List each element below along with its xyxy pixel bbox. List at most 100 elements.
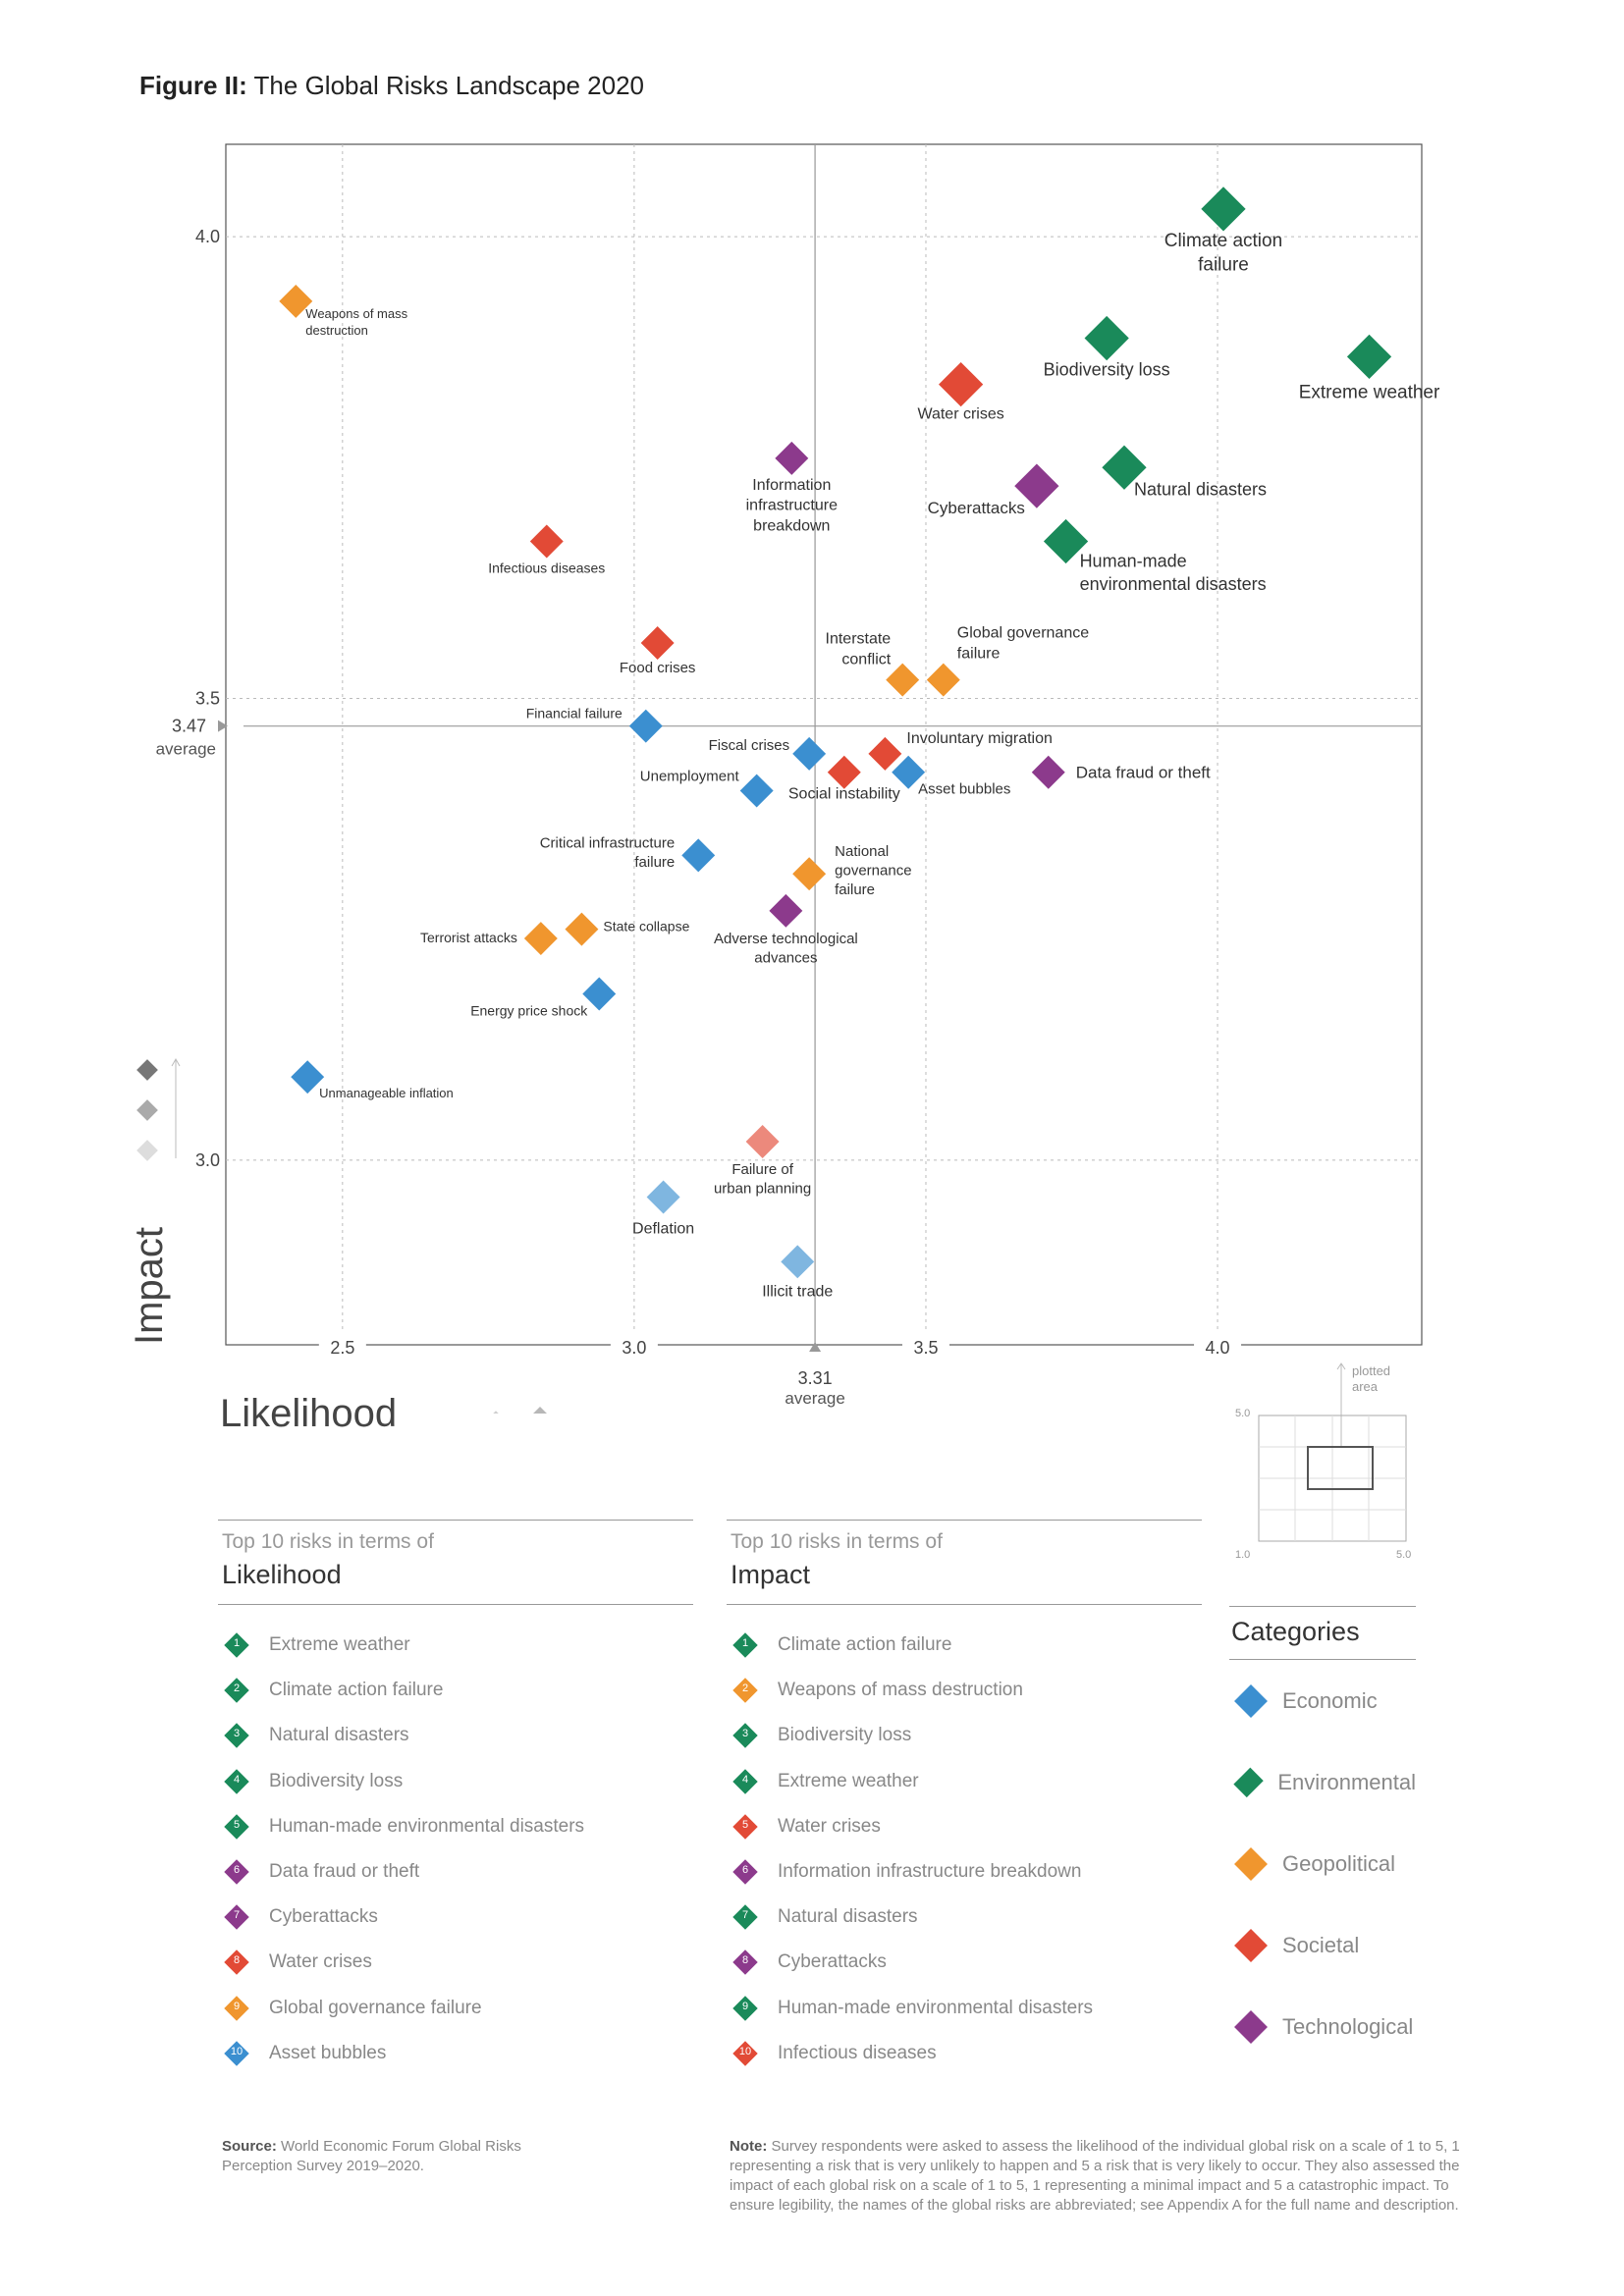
rank-badge: 9 xyxy=(226,1998,247,2019)
risk-label: Human-made environmental disasters xyxy=(778,1997,1094,2018)
point-label-failure-of-urban-planning: Failure of xyxy=(731,1161,793,1178)
plotted-area-bottom-value: 1.0 xyxy=(1235,1549,1250,1561)
list-item: 3 Biodiversity loss xyxy=(727,1713,1202,1758)
point-unmanageable-inflation xyxy=(291,1060,325,1095)
y-tick-label: 4.0 xyxy=(195,227,220,246)
rank-number: 8 xyxy=(741,1954,749,1967)
point-label-critical-infrastructure-failure: failure xyxy=(634,854,675,871)
top-impact-subtitle: Top 10 risks in terms of xyxy=(731,1530,943,1553)
risk-scatter-chart: 2.5 3.0 3.5 4.03.03.54.0 3.31average3.47ave… xyxy=(136,143,1440,1414)
point-social-instability xyxy=(827,755,861,789)
grid-layer xyxy=(225,143,1423,1346)
impact-size-indicator xyxy=(136,1099,158,1121)
rank-badge: 10 xyxy=(734,2043,756,2064)
y-axis-title: Impact xyxy=(128,1226,171,1345)
risk-label: Weapons of mass destruction xyxy=(778,1680,1023,1701)
rank-badge: 3 xyxy=(734,1725,756,1746)
category-legend: Categories Economic Environmental Geopolit… xyxy=(1229,1606,1416,2067)
top-impact-list: Top 10 risks in terms of Impact 1 Climate… xyxy=(727,1520,1202,2076)
point-energy-price-shock xyxy=(582,977,617,1011)
risk-label: Climate action failure xyxy=(269,1680,444,1701)
rank-number: 2 xyxy=(233,1682,241,1695)
point-critical-infrastructure-failure xyxy=(681,838,716,873)
plotted-area-arrowhead xyxy=(1336,1362,1346,1370)
point-label-involuntary-migration: Involuntary migration xyxy=(906,730,1053,747)
risk-label: Asset bubbles xyxy=(269,2042,387,2063)
rank-badge: 2 xyxy=(226,1680,247,1701)
y-average-label: average xyxy=(156,740,216,759)
point-label-unmanageable-inflation: Unmanageable inflation xyxy=(319,1086,454,1100)
x-tick-label: 3.5 xyxy=(913,1338,938,1358)
legend-item-environmental: Environmental xyxy=(1229,1741,1416,1823)
list-item: 9 Human-made environmental disasters xyxy=(727,1986,1202,2031)
point-label-food-crises: Food crises xyxy=(620,660,696,676)
x-tick-label: 4.0 xyxy=(1206,1338,1230,1358)
list-item: 6 Information infrastructure breakdown xyxy=(727,1849,1202,1895)
point-label-interstate-conflict: conflict xyxy=(841,651,891,667)
top-likelihood-subtitle: Top 10 risks in terms of xyxy=(222,1530,434,1553)
risk-label: Water crises xyxy=(778,1815,881,1837)
list-item: 5 Water crises xyxy=(727,1804,1202,1849)
point-label-terrorist-attacks: Terrorist attacks xyxy=(420,930,517,945)
point-human-made-environmental-disasters xyxy=(1043,518,1089,564)
legend-label: Technological xyxy=(1282,2013,1414,2039)
point-label-adverse-technological-advances: Adverse technological xyxy=(714,931,858,947)
point-label-asset-bubbles: Asset bubbles xyxy=(918,781,1010,798)
legend-item-economic: Economic xyxy=(1229,1660,1416,1741)
rank-number: 8 xyxy=(233,1954,241,1967)
rank-number: 5 xyxy=(741,1818,749,1831)
plotted-area-label-2: area xyxy=(1352,1379,1379,1394)
point-extreme-weather xyxy=(1346,334,1392,380)
rank-number: 3 xyxy=(741,1728,749,1740)
rank-badge: 9 xyxy=(734,1998,756,2019)
rank-number: 4 xyxy=(741,1773,749,1786)
rank-badge: 6 xyxy=(226,1861,247,1883)
list-item: 2 Weapons of mass destruction xyxy=(727,1668,1202,1713)
list-item: 1 Extreme weather xyxy=(218,1623,693,1668)
point-label-global-governance-failure: failure xyxy=(957,645,1001,662)
rank-number: 2 xyxy=(741,1682,749,1695)
risk-label: Biodiversity loss xyxy=(778,1725,912,1746)
data-points: Climate action failure Extreme weather Biod… xyxy=(279,187,1440,1300)
rank-badge: 7 xyxy=(734,1906,756,1928)
figure-number: Figure II: xyxy=(139,71,247,100)
x-tick-label: 3.0 xyxy=(622,1338,646,1358)
list-item: 8 Water crises xyxy=(218,1940,693,1985)
tick-layer: 2.5 3.0 3.5 4.0 3.0 3.5 4.0 xyxy=(195,227,1242,1359)
top-impact-header: Top 10 risks in terms of Impact xyxy=(727,1520,1202,1605)
legend-swatch xyxy=(1233,1767,1265,1797)
category-legend-title: Categories xyxy=(1229,1606,1416,1660)
rank-badge: 10 xyxy=(226,2043,247,2064)
point-label-cyberattacks: Cyberattacks xyxy=(928,499,1025,517)
legend-item-technological: Technological xyxy=(1229,1986,1416,2067)
source-text: World Economic Forum Global Risks Percep… xyxy=(222,2138,521,2174)
legend-label: Economic xyxy=(1282,1687,1378,1713)
point-label-climate-action-failure: Climate action xyxy=(1164,231,1282,251)
point-state-collapse xyxy=(565,912,599,946)
rank-number: 5 xyxy=(233,1818,241,1831)
impact-indicator-arrowhead xyxy=(171,1057,181,1067)
point-label-national-governance-failure: National xyxy=(835,843,889,860)
point-label-climate-action-failure: failure xyxy=(1198,255,1249,276)
point-label-information-infrastructure-breakdown: Information xyxy=(752,477,831,494)
x-tick-label: 2.5 xyxy=(330,1338,354,1358)
risk-label: Extreme weather xyxy=(778,1770,919,1791)
point-information-infrastructure-breakdown xyxy=(775,441,809,475)
rank-number: 1 xyxy=(233,1637,241,1650)
point-label-biodiversity-loss: Biodiversity loss xyxy=(1044,360,1170,380)
point-label-weapons-of-mass-destruction: Weapons of mass xyxy=(305,306,407,321)
figure-title: The Global Risks Landscape 2020 xyxy=(253,71,645,100)
point-label-failure-of-urban-planning: urban planning xyxy=(714,1181,811,1198)
rank-badge: 5 xyxy=(226,1816,247,1838)
note-label: Note: xyxy=(730,2138,768,2155)
risk-label: Water crises xyxy=(269,1951,372,1973)
rank-badge: 3 xyxy=(226,1725,247,1746)
point-global-governance-failure xyxy=(926,663,960,697)
point-label-deflation: Deflation xyxy=(632,1220,694,1237)
impact-size-indicator xyxy=(136,1140,158,1161)
point-involuntary-migration xyxy=(868,736,902,771)
point-label-information-infrastructure-breakdown: infrastructure xyxy=(746,498,838,514)
point-label-state-collapse: State collapse xyxy=(603,919,689,934)
point-climate-action-failure xyxy=(1201,187,1246,232)
point-label-illicit-trade: Illicit trade xyxy=(762,1283,833,1300)
